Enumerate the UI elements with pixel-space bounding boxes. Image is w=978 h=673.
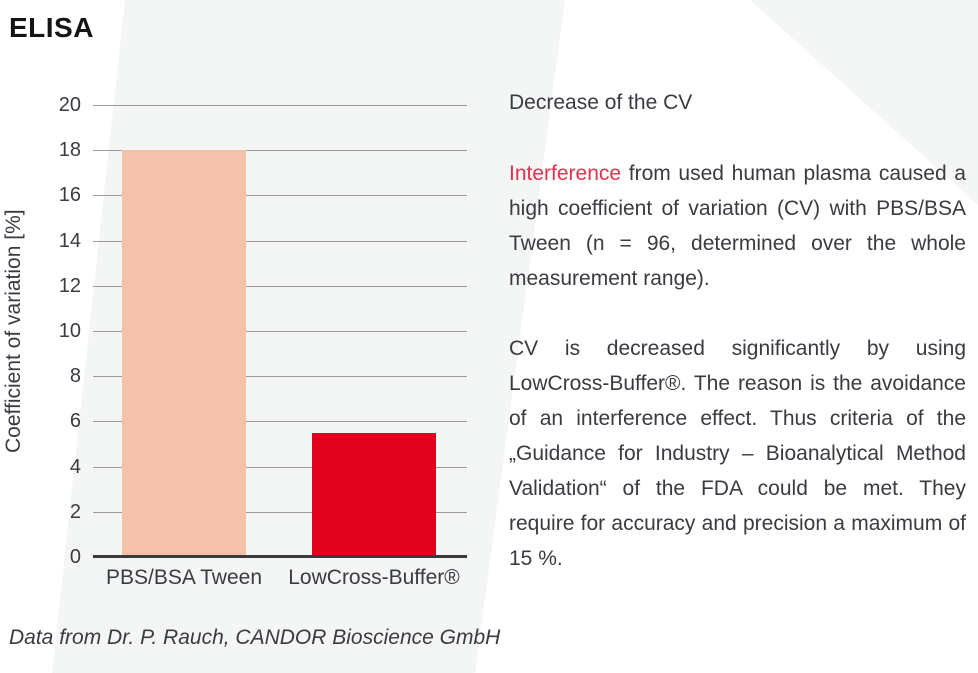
gridline-2 <box>93 511 467 513</box>
gridline-16 <box>93 195 467 197</box>
y-axis-title: Coefficient of variation [%] <box>2 209 25 453</box>
y-tick-label-14: 14 <box>58 229 81 252</box>
y-tick-label-20: 20 <box>58 94 81 116</box>
y-tick-label-2: 2 <box>69 500 81 523</box>
paragraph-interference-rest: from used human plasma caused a high coe… <box>509 162 966 290</box>
gridline-20 <box>93 105 467 106</box>
y-tick-label-4: 4 <box>69 455 81 478</box>
paragraph-cv-decrease: CV is decreased significantly by using L… <box>509 337 966 570</box>
gridline-8 <box>93 376 467 378</box>
y-tick-label-8: 8 <box>69 365 81 388</box>
y-tick-label-16: 16 <box>58 184 81 207</box>
gridline-14 <box>93 240 467 242</box>
gridline-12 <box>93 285 467 287</box>
x-category-label-2: LowCross-Buffer® <box>288 566 460 589</box>
data-source-caption: Data from Dr. P. Rauch, CANDOR Bioscienc… <box>9 626 501 649</box>
y-tick-label-18: 18 <box>58 139 81 162</box>
gridline-4 <box>93 466 467 468</box>
page-title: ELISA <box>9 12 94 43</box>
gridline-10 <box>93 331 467 332</box>
bar-pbs-bsa-tween <box>122 150 246 557</box>
gridline-18 <box>93 150 467 152</box>
x-category-label-1: PBS/BSA Tween <box>105 566 263 589</box>
paragraph-interference: Interference from used human plasma caus… <box>509 156 966 296</box>
text-heading: Decrease of the CV <box>509 91 693 114</box>
gridline-6 <box>93 421 467 423</box>
y-tick-label-10: 10 <box>58 320 81 342</box>
x-axis-line <box>93 555 467 558</box>
y-tick-label-0: 0 <box>69 546 81 568</box>
bar-lowcross-buffer <box>312 432 436 557</box>
interference-highlight: Interference <box>509 162 622 185</box>
plot-area: 0 2 4 6 8 10 12 14 16 18 20 PBS/BSA Tween LowCross-B… <box>59 94 467 589</box>
y-tick-label-12: 12 <box>58 274 81 297</box>
y-tick-label-6: 6 <box>69 410 81 433</box>
text-panel: Decrease of the CV Interference from use… <box>509 85 966 611</box>
